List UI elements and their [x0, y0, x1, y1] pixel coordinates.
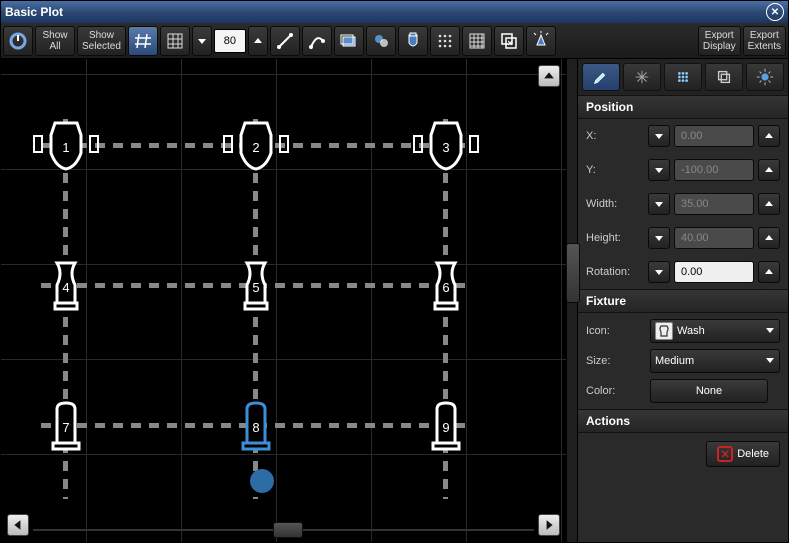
value-field: 0.00 [674, 125, 754, 147]
properties-panel: Position X: 0.00 Y: -100.00 Width: 35.00 Heigh… [578, 59, 788, 542]
size-dropdown[interactable]: Medium [650, 349, 780, 373]
window: Basic Plot ✕ Show All Show Selected 80 [0, 0, 789, 543]
dial-tool[interactable] [3, 26, 33, 56]
fixture-number: 9 [421, 399, 471, 455]
step-down-button[interactable] [648, 159, 670, 181]
group-tool[interactable] [366, 26, 396, 56]
value-field: 35.00 [674, 193, 754, 215]
selection-marker[interactable] [250, 469, 274, 493]
prop-label: Y: [586, 164, 644, 176]
color-button[interactable]: None [650, 379, 768, 403]
fixture[interactable]: 6 [421, 259, 471, 315]
panel-tabs [578, 59, 788, 95]
grid-size-down[interactable] [192, 26, 212, 56]
grid-size-value[interactable]: 80 [214, 29, 246, 53]
prop-label: Rotation: [586, 266, 644, 278]
fixture[interactable]: 5 [231, 259, 281, 315]
fixture-number: 6 [421, 259, 471, 315]
icon-value: Wash [677, 325, 705, 337]
line-tool[interactable] [270, 26, 300, 56]
value-field: -100.00 [674, 159, 754, 181]
curve-tool[interactable] [302, 26, 332, 56]
tab-light[interactable] [746, 63, 784, 91]
fixture[interactable]: 1 [41, 119, 91, 175]
fixture-number: 2 [231, 119, 281, 175]
toolbar: Show All Show Selected 80 [1, 23, 788, 59]
step-up-button[interactable] [758, 261, 780, 283]
export-extents-button[interactable]: Export Extents [743, 26, 786, 56]
tab-layers[interactable] [705, 63, 743, 91]
titlebar: Basic Plot ✕ [1, 1, 788, 23]
h-scroll-thumb[interactable] [273, 522, 303, 538]
fixture-number: 1 [41, 119, 91, 175]
color-label: Color: [586, 385, 644, 397]
prop-label: Width: [586, 198, 644, 210]
step-down-button[interactable] [648, 193, 670, 215]
fixture[interactable]: 8 [231, 399, 281, 455]
tab-edit[interactable] [582, 63, 620, 91]
grid-tool[interactable] [160, 26, 190, 56]
step-up-button[interactable] [758, 125, 780, 147]
plot-canvas[interactable]: 1 2 3 4 5 6 7 8 9 [1, 59, 566, 542]
window-title: Basic Plot [5, 5, 63, 19]
icon-label: Icon: [586, 325, 644, 337]
h-scrollbar[interactable] [33, 526, 534, 534]
fixture[interactable]: 9 [421, 399, 471, 455]
prop-label: Height: [586, 232, 644, 244]
icon-dropdown[interactable]: Wash [650, 319, 780, 343]
grid-size-up[interactable] [248, 26, 268, 56]
size-label: Size: [586, 355, 644, 367]
fixture[interactable]: 7 [41, 399, 91, 455]
rect-tool[interactable] [334, 26, 364, 56]
pan-left-button[interactable] [7, 514, 29, 536]
step-down-button[interactable] [648, 261, 670, 283]
actions-section-header: Actions [578, 409, 788, 433]
size-value: Medium [655, 355, 694, 367]
value-field: 40.00 [674, 227, 754, 249]
step-up-button[interactable] [758, 159, 780, 181]
pan-right-button[interactable] [538, 514, 560, 536]
show-all-button[interactable]: Show All [35, 26, 75, 56]
fixture-number: 8 [231, 399, 281, 455]
tab-matrix[interactable] [664, 63, 702, 91]
fixture[interactable]: 3 [421, 119, 471, 175]
value-field[interactable]: 0.00 [674, 261, 754, 283]
fixture[interactable]: 4 [41, 259, 91, 315]
v-zoom-slider[interactable] [566, 59, 578, 542]
fixture-section-header: Fixture [578, 289, 788, 313]
pan-up-button[interactable] [538, 65, 560, 87]
wash-icon [655, 322, 673, 340]
rig: 1 2 3 4 5 6 7 8 9 [41, 119, 481, 519]
highlight-tool[interactable] [526, 26, 556, 56]
fixture-number: 3 [421, 119, 471, 175]
chevron-down-icon [765, 355, 775, 368]
show-selected-button[interactable]: Show Selected [77, 26, 126, 56]
export-display-button[interactable]: Export Display [698, 26, 741, 56]
step-up-button[interactable] [758, 193, 780, 215]
hatch-tool[interactable] [462, 26, 492, 56]
v-zoom-thumb[interactable] [566, 243, 580, 303]
fixture-tool[interactable] [398, 26, 428, 56]
prop-label: X: [586, 130, 644, 142]
fixture-number: 4 [41, 259, 91, 315]
hash-tool[interactable] [128, 26, 158, 56]
step-down-button[interactable] [648, 227, 670, 249]
tab-effects[interactable] [623, 63, 661, 91]
stack-tool[interactable] [494, 26, 524, 56]
step-down-button[interactable] [648, 125, 670, 147]
delete-button[interactable]: ✕ Delete [706, 441, 780, 467]
fixture-number: 7 [41, 399, 91, 455]
dots-tool[interactable] [430, 26, 460, 56]
position-section-header: Position [578, 95, 788, 119]
close-button[interactable]: ✕ [766, 3, 784, 21]
fixture[interactable]: 2 [231, 119, 281, 175]
chevron-down-icon [765, 325, 775, 338]
step-up-button[interactable] [758, 227, 780, 249]
fixture-number: 5 [231, 259, 281, 315]
delete-icon: ✕ [717, 446, 733, 462]
